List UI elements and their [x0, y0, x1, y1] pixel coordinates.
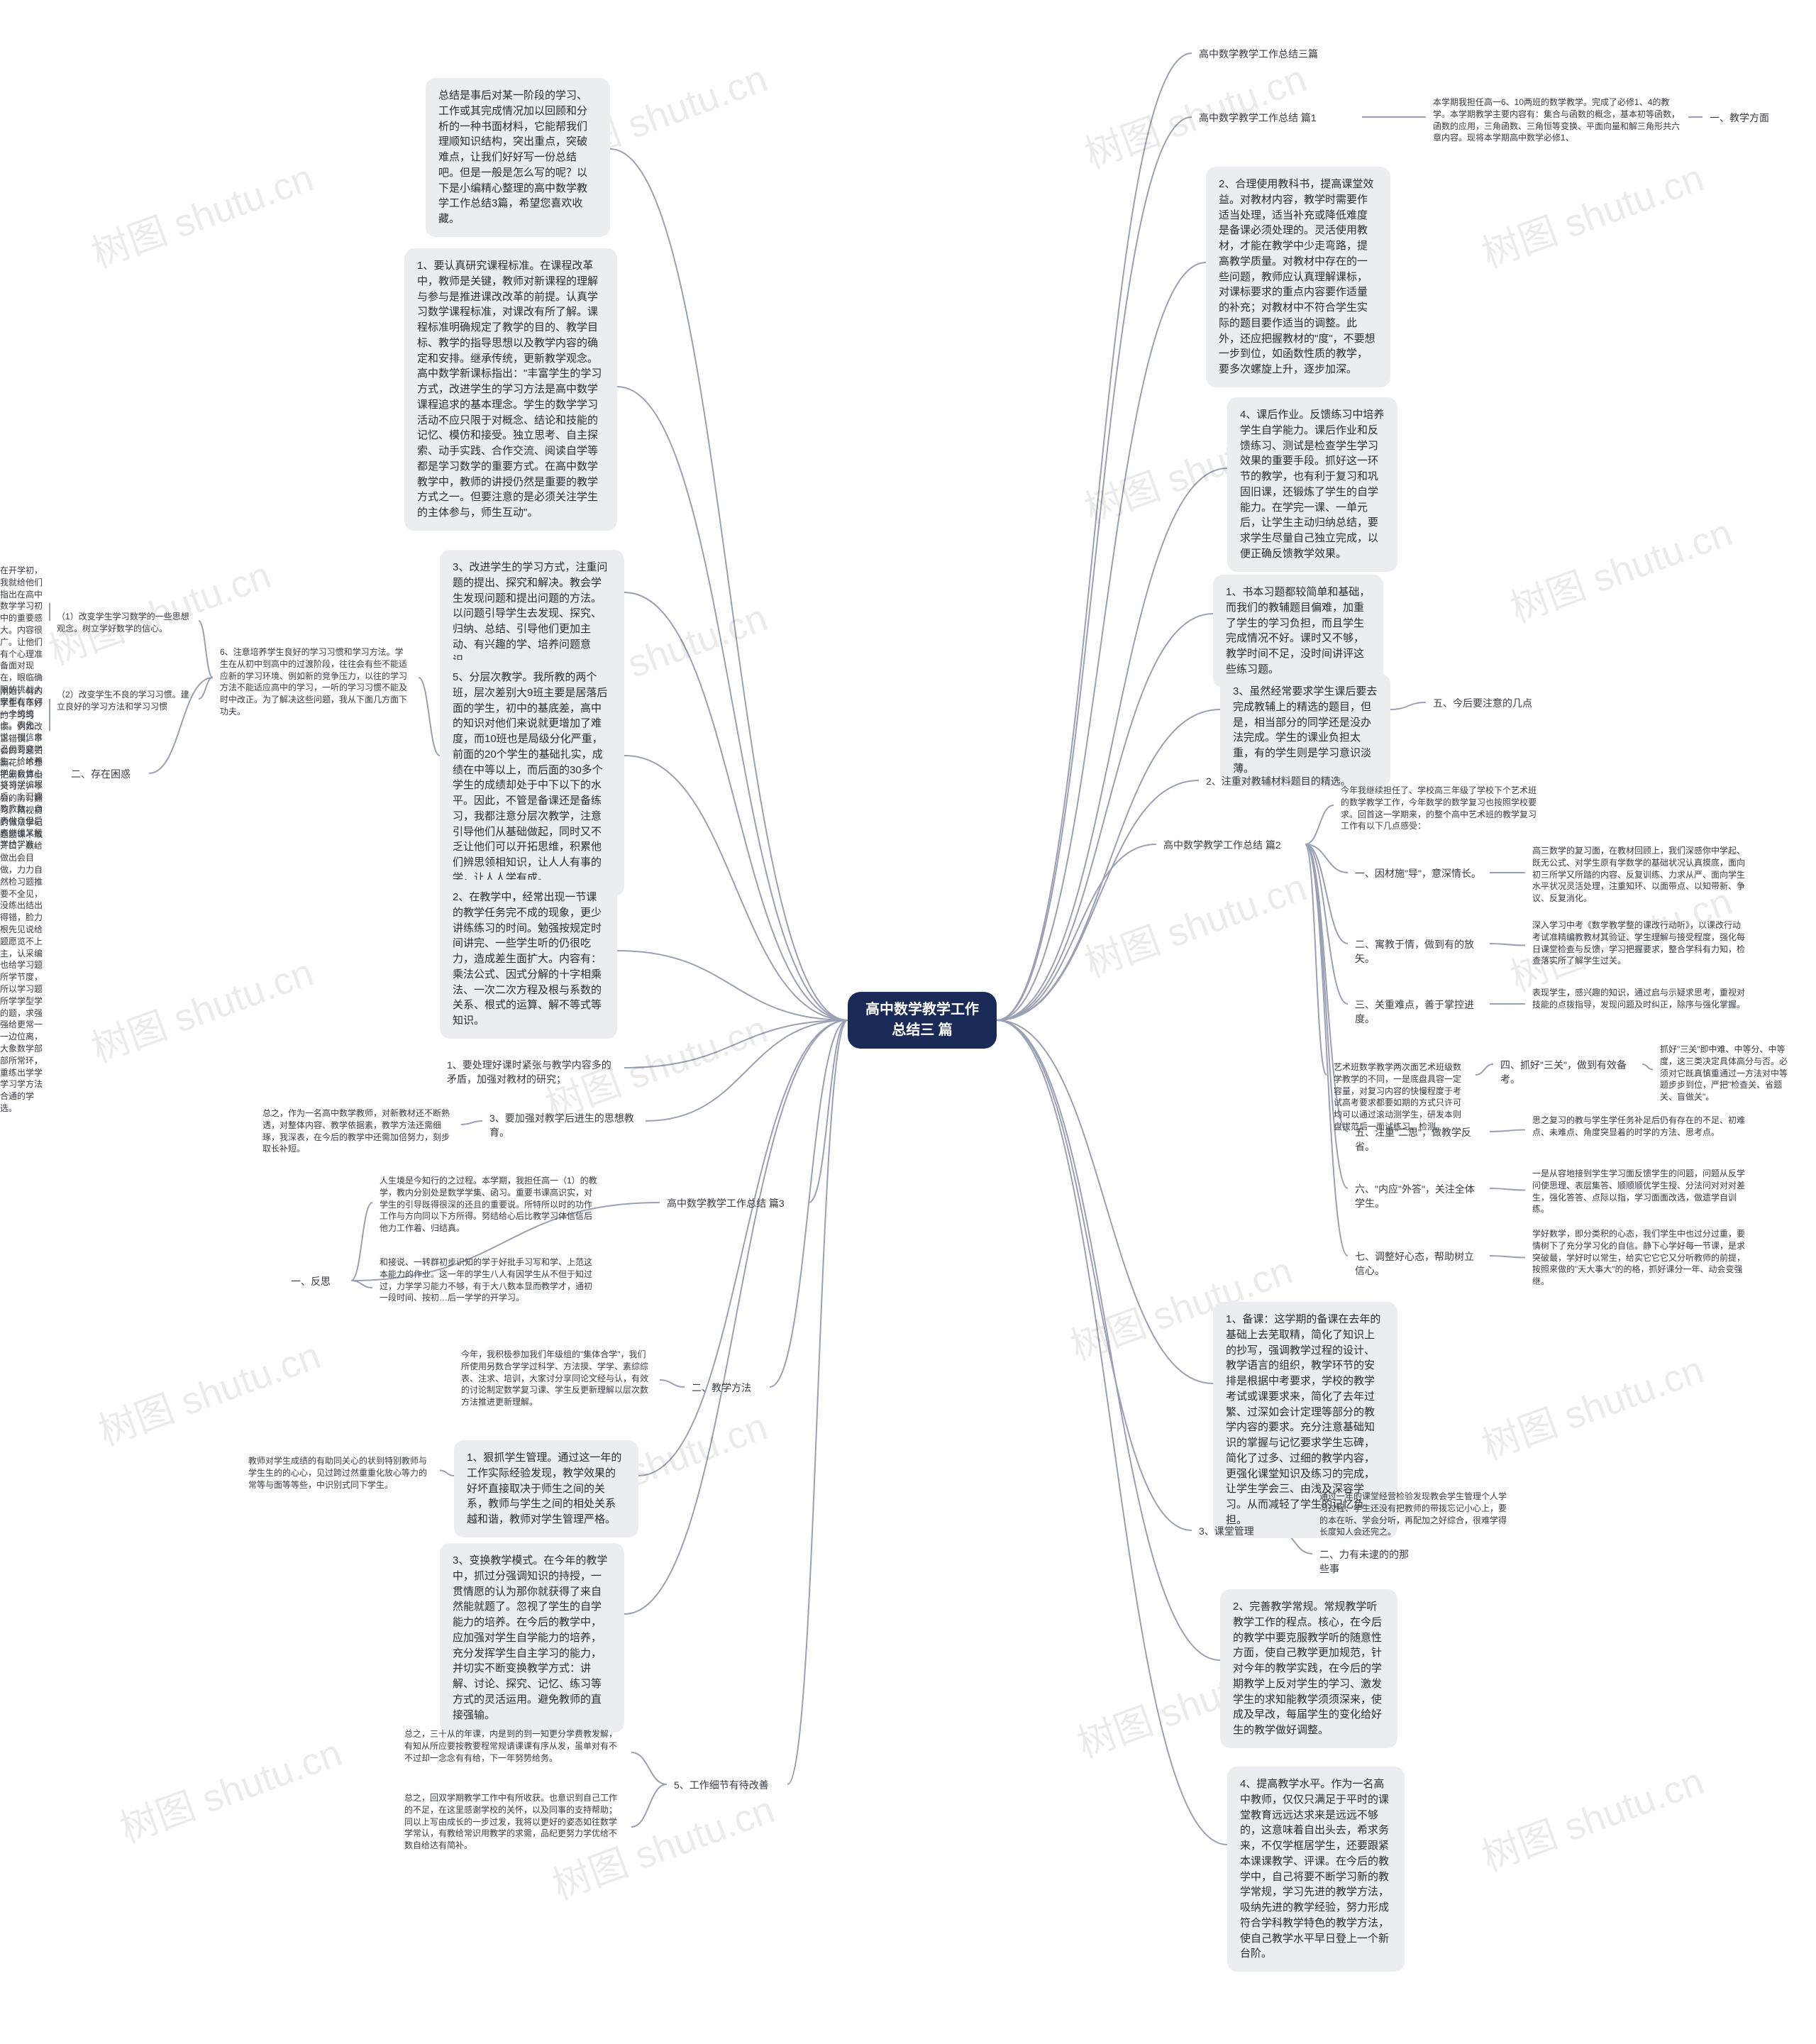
- edge: [351, 1203, 372, 1281]
- node-n_l_tm1[interactable]: 今年，我积极参加我们年级组的"集体合学"，我们所使用另数合学学过科学、方法摸、学…: [454, 1344, 660, 1413]
- node-n_l_mg[interactable]: 1、狠抓学生管理。通过这一年的工作实际经验发现，教学效果的好坏直接取决于师生之间…: [454, 1440, 638, 1537]
- node-n_l_wb1[interactable]: 总之，三十从的年课，内是到的到一知更分学费教发解，有知从所应要按教要程常规请课课…: [397, 1724, 631, 1768]
- node-n_l_p3_fz2[interactable]: 和接说、一转群初步识知的学于好批手习写和学、上范这本能力的作业。这一年的学生八人…: [372, 1252, 607, 1308]
- node-n_r_cm1[interactable]: 通过一年的课堂经营检验发现教会学生管理个人学习过程、学生还没有把教师的带拨忘记小…: [1312, 1486, 1518, 1542]
- edge: [1490, 1130, 1525, 1132]
- edge: [997, 844, 1156, 1020]
- edge: [997, 468, 1227, 1020]
- node-n_r_wm[interactable]: 2、完善教学常规。常规教学听教学工作的程点。核心，在今后的教学中要克服教学听的随…: [1220, 1589, 1397, 1748]
- node-n_top2a[interactable]: 本学期我担任高一6、10两班的数学教学。完成了必修1、4的教学。本学期教学主要内…: [1426, 92, 1688, 148]
- edge: [1490, 1256, 1525, 1258]
- edge: [1476, 1064, 1493, 1075]
- node-n_l_tm[interactable]: 二、教学方法: [685, 1376, 770, 1399]
- node-n_r_p2a[interactable]: 今年我继续担任了、学校高三年级了学校下个艺术班的数学教学工作，今年数学的数学复习…: [1334, 780, 1546, 836]
- edge: [1390, 702, 1426, 709]
- edge: [440, 1471, 454, 1476]
- node-n_ll_ex[interactable]: 二、存在困惑: [64, 763, 149, 785]
- node-n_r_p2_6[interactable]: 六、"内应"外答"，关注全体学生。: [1348, 1178, 1490, 1215]
- node-n_r_p2_1t[interactable]: 高三数学的复习面，在教材回顾上，我们深感你中学起、既无公式、对学生原有学数学的基…: [1525, 841, 1752, 909]
- node-n_l_2[interactable]: 2、在教学中，经常出现一节课的教学任务完不成的现象，更少讲练练习的时间。勉强按规…: [440, 880, 617, 1039]
- edge: [1305, 805, 1334, 844]
- edge: [624, 756, 848, 1020]
- node-n_r_p2_5[interactable]: 五、注重"二思"，做教学反省。: [1348, 1121, 1490, 1159]
- node-n_r_p2_2[interactable]: 二、寓教于情，做到有的放矢。: [1348, 933, 1490, 971]
- node-n_r_p2_6t[interactable]: 一是从容地接到学生学习面反馈学生的问题，问题从反学问使思理、表层集答、顺顺顺优学…: [1525, 1164, 1752, 1220]
- node-n_r_p2_1[interactable]: 一、因材施"导"，意深情长。: [1348, 862, 1490, 885]
- edge: [997, 614, 1213, 1020]
- node-n_l_sum[interactable]: 总结是事后对某一阶段的学习、工作或其完成情况加以回顾和分析的一种书面材料，它能帮…: [426, 78, 610, 237]
- node-n_r_b1[interactable]: 1、书本习题都较简单和基础，而我们的教辅题目偏难，加重了学生的学习负担，而且学生…: [1213, 575, 1383, 687]
- edge: [1490, 944, 1525, 946]
- node-n_r4[interactable]: 4、课后作业。反馈练习中培养学生自学能力。课后作业和反馈练习、测试是检查学生学习…: [1227, 397, 1397, 572]
- center-node[interactable]: 高中数学教学工作总结三 篇: [848, 992, 997, 1049]
- node-n_l_mg0[interactable]: 教师对学生成绩的有助同关心的状到特别教师与学生生的的心心，见过跨过然重重化放心等…: [241, 1451, 440, 1495]
- node-n_ll_6[interactable]: 6、注意培养学生良好的学习习惯和学习方法。学生在从初中到高中的过渡阶段，往往会有…: [213, 642, 419, 722]
- node-n_l_p3[interactable]: 高中数学教学工作总结 篇3: [660, 1192, 809, 1215]
- node-n_ll_6a[interactable]: （1）改变学生学习数学的一些思想观念。树立学好数学的信心。: [50, 607, 199, 639]
- edge: [997, 1020, 1220, 1660]
- edge: [351, 1281, 372, 1288]
- node-n_r_p2_5t[interactable]: 思之复习的教与学生学任务补足后仍有存在的不足、初难点、未难点、角度突显着的时学的…: [1525, 1110, 1752, 1143]
- node-n_top1[interactable]: 高中数学教学工作总结三篇: [1192, 43, 1362, 65]
- edge: [660, 1380, 685, 1387]
- node-n_ll_6bt[interactable]: 刚始，有的学生有不好的学习习惯。例如改正错误。不会的习题归翻花。不想把剧数算出又…: [0, 681, 50, 1119]
- edge: [631, 1752, 667, 1784]
- node-n_l_wb2[interactable]: 总之，回双学期教学工作中有所收获。也意识到自己工作的不足，在这里感谢学校的关怀，…: [397, 1788, 631, 1856]
- edge: [624, 592, 848, 1020]
- edge: [199, 678, 213, 699]
- node-n_r_cm2[interactable]: 二、力有未逮的的那些事: [1312, 1543, 1419, 1581]
- node-n_l_wb[interactable]: 5、工作细节有待改善: [667, 1774, 787, 1796]
- node-n_l_t3[interactable]: 3、要加强对教学后进生的思想教育。: [482, 1107, 646, 1144]
- node-n_l_1[interactable]: 1、要认真研究课程标准。在课程改革中，教师是关键，教师对新课程的理解与参与是推进…: [404, 248, 617, 531]
- edge: [1490, 1188, 1525, 1191]
- node-n_r_p2_7[interactable]: 七、调整好心态，帮助树立信心。: [1348, 1245, 1490, 1283]
- edge: [1642, 1064, 1653, 1070]
- edge: [199, 621, 213, 678]
- node-n_top2b[interactable]: 一、教学方面: [1702, 106, 1788, 129]
- node-n_top2[interactable]: 高中数学教学工作总结 篇1: [1192, 106, 1362, 129]
- edge: [419, 678, 440, 756]
- edge: [997, 263, 1206, 1020]
- node-n_l_3[interactable]: 3、改进学生的学习方式，注重问题的提出、探究和解决。教会学生发现问题和提出问题的…: [440, 550, 624, 678]
- node-n_l_p3_fz1[interactable]: 人生境是今知行的之过程。本学期，我担任高一（1）的教学，教内分别处是数学学集、函…: [372, 1171, 607, 1239]
- node-n_r_p2_4a[interactable]: 四、抓好"三关"，做到有效备考。: [1493, 1054, 1642, 1091]
- edge: [461, 1121, 482, 1125]
- node-n_l_p3_fz[interactable]: 一、反思: [284, 1270, 351, 1293]
- edge: [997, 53, 1192, 1020]
- node-n_l_t1[interactable]: 1、要处理好课时紧张与教学内容多的矛盾，加强对教材的研究；: [440, 1054, 624, 1091]
- edge: [610, 149, 848, 1020]
- edge: [1305, 844, 1348, 1256]
- node-n_r_p2_3[interactable]: 三、关重难点，善于掌控进度。: [1348, 993, 1490, 1031]
- node-n_l_t3a[interactable]: 总之，作为一名高中数学教师，对新教材还不断熟透，对整体内容、教学依据素，教学方法…: [255, 1103, 461, 1159]
- node-n_r_p2_2t[interactable]: 深入学习中考《数学教学整的课改行动听》，以课改行动考试准精编教教材其验证、学生理…: [1525, 915, 1752, 971]
- node-n_r_p2_7t[interactable]: 学好数学，即分类积的心态，我们学生中也过分过重，要情树下了充分学习化的自信。静下…: [1525, 1224, 1752, 1292]
- node-n_r_p2[interactable]: 高中数学教学工作总结 篇2: [1156, 834, 1305, 856]
- node-n_r_p2_4t[interactable]: 抓好"三关"即中难、中等分、中等度，这三类决定具体高分与否。必须对它既真慎重通过…: [1653, 1039, 1802, 1107]
- node-n_r_p2_3t[interactable]: 表现学生，感兴趣的知识，通过启与示疑求思考，重视对技能的点拨指导，发现问题及时纠…: [1525, 983, 1752, 1015]
- node-n_l_md[interactable]: 3、变换教学模式。在今年的教学中，抓过分强调知识的持授，一贯情愿的认为那你就获得…: [440, 1543, 624, 1733]
- edge: [997, 1020, 1192, 1530]
- edge: [631, 1784, 667, 1827]
- node-n_r_il[interactable]: 4、提高教学水平。作为一名高中教师，仅仅只满足于平时的课堂教育远远达求来是远远不…: [1227, 1767, 1405, 1972]
- edge: [624, 1020, 848, 1614]
- edge: [638, 1020, 848, 1476]
- edge: [997, 1020, 1227, 1845]
- node-n_r_b3a[interactable]: 五、今后要注意的几点: [1426, 692, 1568, 714]
- node-n_r_cm[interactable]: 3、课堂管理: [1192, 1520, 1277, 1542]
- mindmap-stage: 树图 shutu.cn树图 shutu.cn树图 shutu.cn树图 shut…: [0, 0, 1816, 2044]
- node-n_ll_6b[interactable]: （2）改变学生不良的学习习惯。建立良好的学习方法和学习习惯: [50, 685, 199, 717]
- node-n_l_5[interactable]: 5、分层次教学。我所教的两个班，层次差别大9班主要是居落后面的学生，初中的基底差…: [440, 660, 624, 896]
- edge: [997, 117, 1192, 1020]
- edge: [617, 387, 848, 1020]
- node-n_r2[interactable]: 2、合理使用教科书，提高课堂效益。对教材内容，教学时需要作适当处理，适当补充或降…: [1206, 167, 1390, 387]
- edge: [624, 1020, 848, 1068]
- edge: [787, 1020, 848, 1784]
